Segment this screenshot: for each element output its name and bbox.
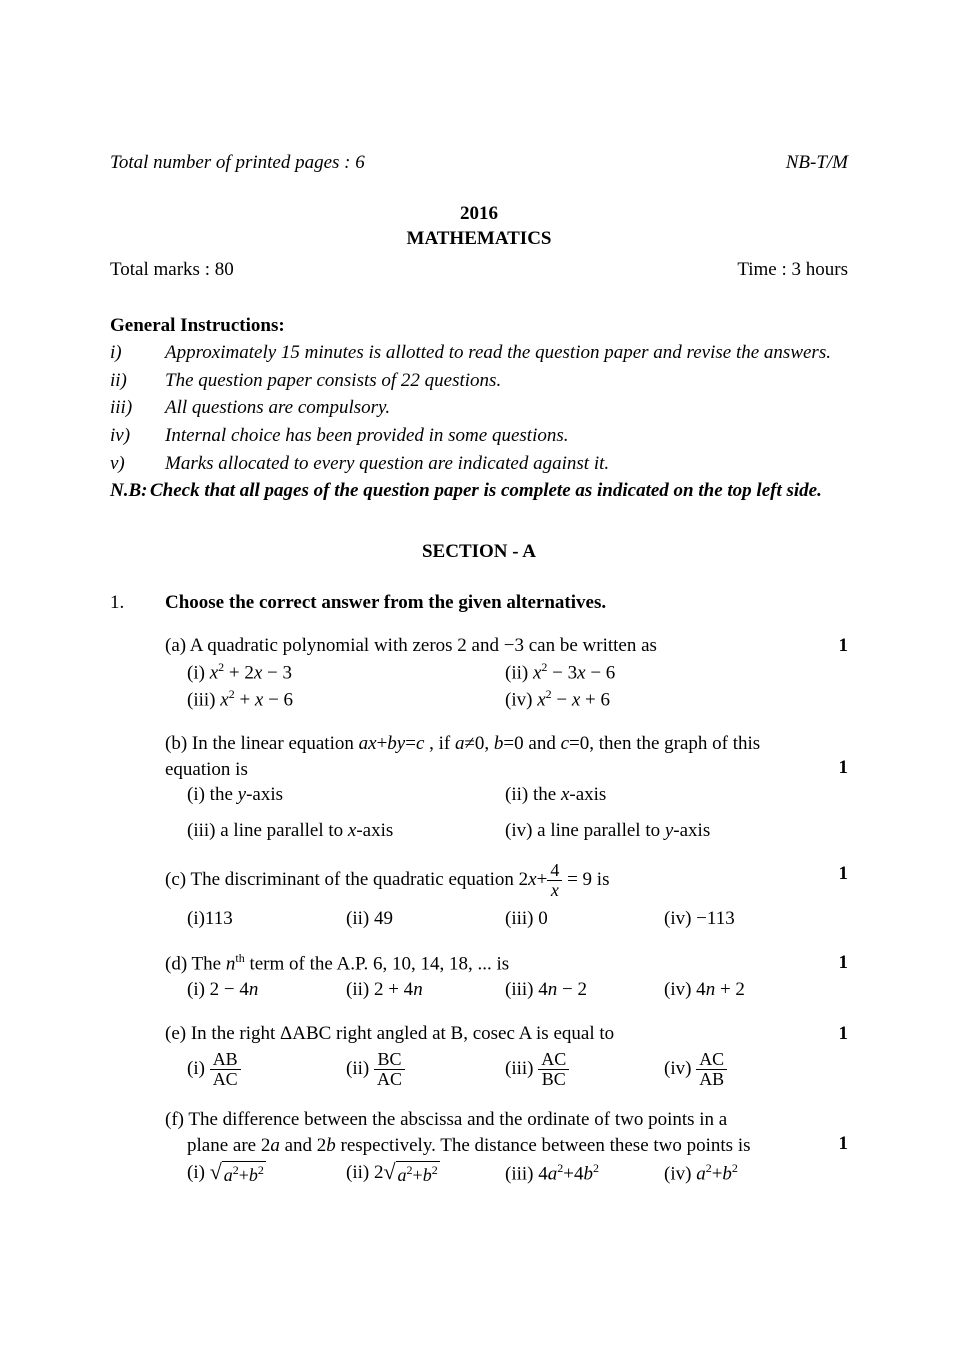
fraction: 4x xyxy=(547,861,562,900)
sub-question-body: (e) In the right ΔABC right angled at B,… xyxy=(165,1021,823,1089)
sub-question-body: (a) A quadratic polynomial with zeros 2 … xyxy=(165,633,823,713)
paper-code: NB-T/M xyxy=(786,150,848,176)
options: (i) the y-axis (ii) the x-axis (iii) a l… xyxy=(165,782,823,843)
option-ii: (ii) x2 − 3x − 6 xyxy=(505,659,823,686)
title-block: 2016 MATHEMATICS xyxy=(110,201,848,252)
options: (i) x2 + 2x − 3 (ii) x2 − 3x − 6 (iii) x… xyxy=(165,659,823,713)
instruction-num: iii) xyxy=(110,395,165,421)
instruction-item: ii) The question paper consists of 22 qu… xyxy=(110,368,848,394)
option-ii: (ii) 2 + 4n xyxy=(346,977,505,1003)
question-number: 1. xyxy=(110,590,165,616)
option-iv: (iv) x2 − x + 6 xyxy=(505,686,823,713)
instruction-text: Marks allocated to every question are in… xyxy=(165,451,848,477)
general-instructions-head: General Instructions: xyxy=(110,313,848,339)
general-instructions-list: i) Approximately 15 minutes is allotted … xyxy=(110,340,848,476)
instruction-text: Internal choice has been provided in som… xyxy=(165,423,848,449)
sub-stem: (d) The nth term of the A.P. 6, 10, 14, … xyxy=(165,950,823,977)
option-i: (i) x2 + 2x − 3 xyxy=(187,659,505,686)
instruction-item: i) Approximately 15 minutes is allotted … xyxy=(110,340,848,366)
exam-time: Time : 3 hours xyxy=(737,257,848,283)
exam-year: 2016 xyxy=(110,201,848,227)
option-iii: (iii) 4a2+4b2 xyxy=(505,1160,664,1187)
option-iii: (iii) 4n − 2 xyxy=(505,977,664,1003)
mark: 1 xyxy=(823,633,848,713)
option-iv: (iv) ACAB xyxy=(664,1050,823,1089)
sub-question-a: (a) A quadratic polynomial with zeros 2 … xyxy=(110,633,848,713)
total-marks: Total marks : 80 xyxy=(110,257,234,283)
option-iii: (iii) x2 + x − 6 xyxy=(187,686,505,713)
exam-subject: MATHEMATICS xyxy=(110,226,848,252)
options: (i)113 (ii) 49 (iii) 0 (iv) −113 xyxy=(165,906,823,932)
options: (i) 2 − 4n (ii) 2 + 4n (iii) 4n − 2 (iv)… xyxy=(165,977,823,1003)
instruction-num: v) xyxy=(110,451,165,477)
option-i: (i)113 xyxy=(187,906,346,932)
printed-pages: Total number of printed pages : 6 xyxy=(110,150,365,176)
option-iii: (iii) 0 xyxy=(505,906,664,932)
sub-question-d: (d) The nth term of the A.P. 6, 10, 14, … xyxy=(110,950,848,1003)
instruction-item: v) Marks allocated to every question are… xyxy=(110,451,848,477)
option-iii: (iii) a line parallel to x-axis xyxy=(187,818,505,844)
sub-question-body: (f) The difference between the abscissa … xyxy=(165,1107,823,1187)
nb-note: N.B: Check that all pages of the questio… xyxy=(110,478,848,504)
section-heading: SECTION - A xyxy=(110,539,848,565)
instruction-item: iii) All questions are compulsory. xyxy=(110,395,848,421)
option-i: (i) 2 − 4n xyxy=(187,977,346,1003)
sub-stem: (b) In the linear equation ax+by=c , if … xyxy=(165,731,823,782)
nb-text: Check that all pages of the question pap… xyxy=(150,478,848,504)
instruction-text: All questions are compulsory. xyxy=(165,395,848,421)
sub-stem-line2: plane are 2a and 2b respectively. The di… xyxy=(165,1133,823,1159)
sub-stem: (e) In the right ΔABC right angled at B,… xyxy=(165,1021,823,1047)
instruction-num: i) xyxy=(110,340,165,366)
mark: 1 xyxy=(823,950,848,1003)
option-iv: (iv) a2+b2 xyxy=(664,1160,823,1187)
mark: 1 xyxy=(823,861,848,931)
instruction-text: Approximately 15 minutes is allotted to … xyxy=(165,340,848,366)
instruction-item: iv) Internal choice has been provided in… xyxy=(110,423,848,449)
mark: 1 xyxy=(823,731,848,844)
sub-question-e: (e) In the right ΔABC right angled at B,… xyxy=(110,1021,848,1089)
meta-row: Total marks : 80 Time : 3 hours xyxy=(110,257,848,283)
sub-question-b: (b) In the linear equation ax+by=c , if … xyxy=(110,731,848,844)
sub-question-body: (d) The nth term of the A.P. 6, 10, 14, … xyxy=(165,950,823,1003)
sub-stem: (c) The discriminant of the quadratic eq… xyxy=(165,861,823,900)
instruction-num: ii) xyxy=(110,368,165,394)
options: (i) √a2+b2 (ii) 2√a2+b2 (iii) 4a2+4b2 (i… xyxy=(165,1160,823,1187)
question-stem: Choose the correct answer from the given… xyxy=(165,590,848,616)
instruction-text: The question paper consists of 22 questi… xyxy=(165,368,848,394)
sub-stem-line1: (f) The difference between the abscissa … xyxy=(165,1107,823,1133)
page-header: Total number of printed pages : 6 NB-T/M xyxy=(110,150,848,176)
sub-question-body: (b) In the linear equation ax+by=c , if … xyxy=(165,731,823,844)
option-ii: (ii) 2√a2+b2 xyxy=(346,1160,505,1187)
option-i: (i) √a2+b2 xyxy=(187,1160,346,1187)
sub-question-f: (f) The difference between the abscissa … xyxy=(110,1107,848,1187)
option-iv: (iv) 4n + 2 xyxy=(664,977,823,1003)
option-ii: (ii) BCAC xyxy=(346,1050,505,1089)
instruction-num: iv) xyxy=(110,423,165,449)
option-ii: (ii) 49 xyxy=(346,906,505,932)
mark: 1 xyxy=(823,1021,848,1089)
option-iv: (iv) −113 xyxy=(664,906,823,932)
option-i: (i) ABAC xyxy=(187,1050,346,1089)
sub-question-c: (c) The discriminant of the quadratic eq… xyxy=(110,861,848,931)
sub-question-body: (c) The discriminant of the quadratic eq… xyxy=(165,861,823,931)
nb-label: N.B: xyxy=(110,478,150,504)
option-i: (i) the y-axis xyxy=(187,782,505,808)
option-iii: (iii) ACBC xyxy=(505,1050,664,1089)
options: (i) ABAC (ii) BCAC (iii) ACBC (iv) ACAB xyxy=(165,1050,823,1089)
option-iv: (iv) a line parallel to y-axis xyxy=(505,818,823,844)
question-1: 1. Choose the correct answer from the gi… xyxy=(110,590,848,616)
mark: 1 xyxy=(823,1107,848,1187)
sub-stem: (a) A quadratic polynomial with zeros 2 … xyxy=(165,633,823,659)
option-ii: (ii) the x-axis xyxy=(505,782,823,818)
